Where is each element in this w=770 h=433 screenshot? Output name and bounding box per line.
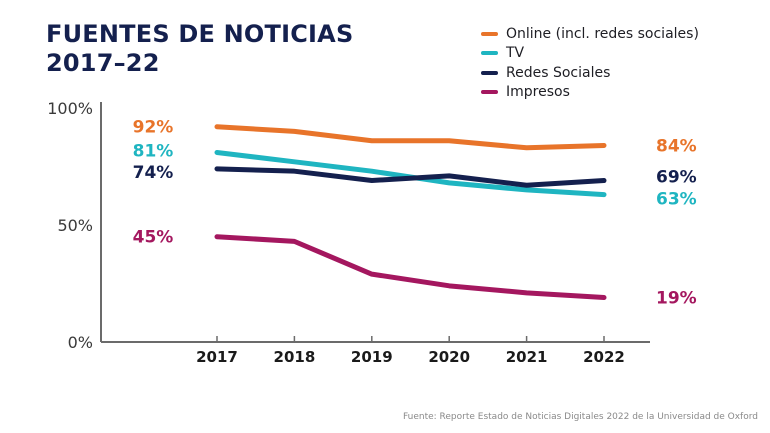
chart-title-line-2: 2017–22	[46, 49, 160, 77]
legend-item-redes-sociales: Redes Sociales	[481, 63, 699, 83]
start-value-label: 45%	[133, 228, 174, 248]
legend-swatch-redes-sociales	[481, 70, 498, 75]
chart-title: FUENTES DE NOTICIAS 2017–22	[46, 20, 353, 78]
end-value-label: 84%	[656, 136, 697, 156]
start-value-label: 74%	[133, 163, 174, 183]
end-value-label: 19%	[656, 289, 697, 309]
start-value-label: 92%	[133, 118, 174, 138]
series-line-online-incl-redes-sociales	[214, 124, 607, 151]
legend-label-redes-sociales: Redes Sociales	[506, 64, 611, 81]
legend-label-impresos: Impresos	[506, 84, 570, 101]
chart-legend: Online (incl. redes sociales) TV Redes S…	[481, 24, 699, 102]
source-note: Fuente: Reporte Estado de Noticias Digit…	[402, 412, 758, 422]
x-tick-label: 2019	[351, 348, 393, 366]
series-lines	[214, 124, 607, 301]
legend-item-tv: TV	[481, 44, 699, 64]
start-value-label: 81%	[133, 141, 174, 161]
legend-label-tv: TV	[506, 45, 525, 62]
x-tick-label: 2021	[506, 348, 548, 366]
y-tick-label: 100%	[47, 99, 93, 118]
x-tick-label: 2017	[196, 348, 238, 366]
series-line-impresos	[214, 234, 607, 301]
y-tick-label: 50%	[57, 216, 93, 235]
series-line-tv	[214, 149, 607, 198]
series-line-redes-sociales	[214, 166, 607, 188]
x-tick-label: 2022	[583, 348, 625, 366]
x-tick-label: 2018	[274, 348, 316, 366]
end-value-label: 63%	[656, 190, 697, 210]
end-value-label: 69%	[656, 168, 697, 188]
legend-swatch-online	[481, 31, 498, 36]
value-labels: 92% 84% 81% 63% 74% 69% 45% 19%	[133, 118, 697, 309]
legend-swatch-impresos	[481, 90, 498, 95]
y-tick-label: 0%	[68, 333, 93, 352]
legend-swatch-tv	[481, 51, 498, 56]
legend-label-online: Online (incl. redes sociales)	[506, 25, 699, 42]
legend-item-impresos: Impresos	[481, 83, 699, 103]
x-tick-label: 2020	[428, 348, 470, 366]
chart-axes: 100% 50% 0% 2017 2018 2019 2020 2021 2022	[47, 99, 650, 366]
legend-item-online: Online (incl. redes sociales)	[481, 24, 699, 44]
chart-title-line-1: FUENTES DE NOTICIAS	[46, 20, 354, 48]
